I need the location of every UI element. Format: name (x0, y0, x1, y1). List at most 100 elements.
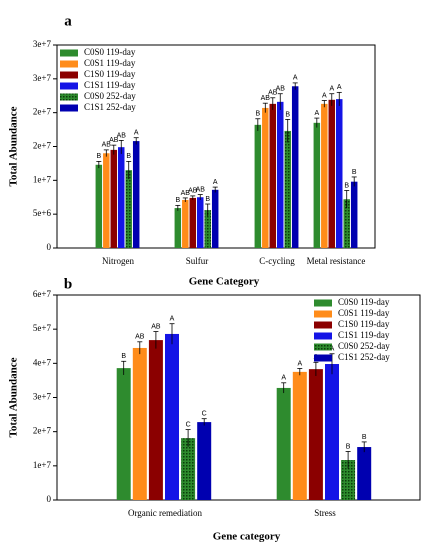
legend-swatch (314, 310, 332, 318)
significance-letter: C (186, 421, 191, 428)
y-tick-label: 0 (47, 242, 52, 252)
significance-letter: A (170, 316, 175, 323)
significance-letter: A (134, 130, 139, 137)
significance-letter: AB (268, 90, 278, 97)
significance-letter: B (346, 443, 351, 450)
y-tick-label: 2e+7 (33, 141, 52, 151)
bar (103, 153, 110, 248)
legend-label: C1S1 119-day (338, 330, 390, 340)
significance-letter: C (202, 411, 207, 418)
significance-letter: AB (196, 186, 206, 193)
y-tick-label: 5e+6 (33, 208, 52, 218)
legend-swatch (60, 71, 78, 79)
x-tick-label: Nitrogen (102, 256, 134, 266)
chart-title: b (64, 276, 72, 292)
bar (284, 130, 291, 248)
bar (254, 124, 262, 248)
bar (276, 387, 291, 500)
bar (292, 371, 307, 500)
bar (350, 181, 358, 248)
bar (132, 347, 147, 500)
bar (125, 170, 132, 248)
y-tick-label: 3e+7 (33, 392, 52, 402)
legend-label: C0S0 252-day (84, 91, 136, 101)
significance-letter: B (362, 434, 367, 441)
significance-letter: A (293, 75, 298, 82)
y-tick-label: 4e+7 (33, 357, 52, 367)
y-tick-label: 2e+7 (33, 107, 52, 117)
significance-letter: B (121, 353, 126, 360)
y-tick-label: 2e+7 (33, 426, 52, 436)
significance-letter: A (281, 375, 286, 382)
legend-label: C0S1 119-day (84, 58, 136, 68)
bar (325, 364, 339, 500)
x-tick-label: Sulfur (186, 256, 209, 266)
legend-swatch (60, 104, 78, 112)
legend-swatch (60, 49, 78, 57)
significance-letter: A (314, 110, 319, 117)
x-tick-label: Stress (314, 508, 336, 518)
significance-letter: B (255, 111, 260, 118)
x-tick-label: Metal resistance (307, 256, 366, 266)
y-tick-label: 3e+7 (33, 39, 52, 49)
significance-letter: A (329, 86, 334, 93)
bar (132, 141, 140, 248)
y-tick-label: 6e+7 (33, 289, 52, 299)
bar (165, 333, 179, 500)
significance-letter: B (205, 196, 210, 203)
significance-letter: A (213, 179, 218, 186)
bar (328, 99, 336, 248)
bar (110, 149, 118, 248)
significance-letter: B (285, 111, 290, 118)
legend-label: C1S0 119-day (84, 69, 136, 79)
bar (341, 460, 356, 500)
bar (204, 210, 211, 248)
bar (95, 164, 103, 248)
legend-label: C1S1 252-day (338, 352, 390, 362)
legend-label: C0S0 119-day (338, 297, 390, 307)
bar (197, 422, 212, 500)
legend-swatch (60, 82, 78, 90)
legend-label: C1S1 119-day (84, 80, 136, 90)
legend-label: C1S1 252-day (84, 102, 136, 112)
significance-letter: AB (117, 132, 127, 139)
x-tick-label: Organic remediation (128, 508, 203, 518)
x-tick-label: C-cycling (259, 256, 295, 266)
bar (182, 199, 189, 248)
bar (357, 447, 372, 500)
significance-letter: A (322, 92, 327, 99)
legend-swatch (314, 321, 332, 329)
y-tick-label: 0 (47, 494, 52, 504)
bar (343, 199, 350, 248)
significance-letter: A (337, 84, 342, 91)
legend-swatch (314, 354, 332, 362)
y-axis-label: Total Abundance (8, 106, 20, 186)
bar (321, 103, 328, 249)
significance-letter: AB (151, 323, 161, 330)
bar (211, 189, 219, 248)
significance-letter: B (352, 169, 357, 176)
bar (308, 369, 323, 500)
legend-label: C0S0 119-day (84, 47, 136, 57)
legend-swatch (60, 93, 78, 101)
significance-letter: AB (188, 188, 198, 195)
bar (118, 147, 125, 248)
significance-letter: AB (102, 142, 112, 149)
y-tick-label: 1e+7 (33, 174, 52, 184)
significance-letter: B (175, 197, 180, 204)
significance-letter: B (344, 182, 349, 189)
significance-letter: AB (109, 137, 119, 144)
significance-letter: AB (181, 190, 191, 197)
significance-letter: A (297, 360, 302, 367)
legend-label: C1S0 119-day (338, 319, 390, 329)
legend-label: C0S0 252-day (338, 341, 390, 351)
bar (174, 208, 182, 248)
y-tick-label: 3e+7 (33, 73, 52, 83)
legend-swatch (314, 299, 332, 307)
bar (189, 197, 197, 248)
legend-label: C0S1 119-day (338, 308, 390, 318)
bar (336, 99, 343, 248)
legend-swatch (314, 332, 332, 340)
bar (116, 368, 131, 500)
